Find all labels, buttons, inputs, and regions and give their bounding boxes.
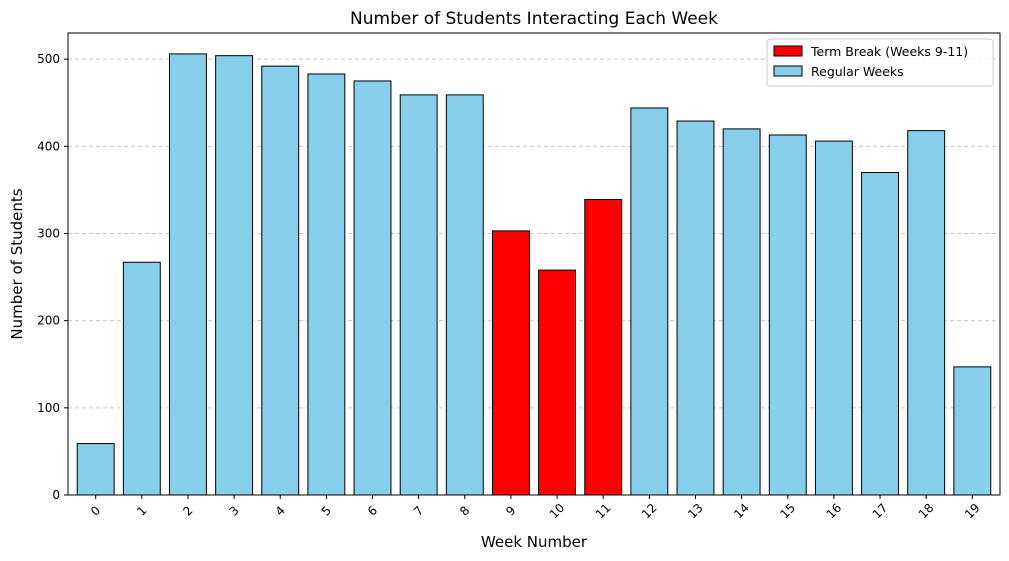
legend-swatch-term-break [773,45,803,57]
plot-frame [67,32,1001,496]
bar-week-7 [399,94,438,496]
x-tick-label: 1 [134,503,149,518]
x-tick-label: 14 [731,501,752,522]
y-tick-label: 0 [52,488,60,502]
x-tick-label: 16 [824,501,845,522]
x-tick-label: 15 [777,501,798,522]
x-tick-label: 6 [365,503,380,518]
bar-week-11 [584,198,623,496]
bar-week-4 [261,65,300,496]
x-tick-label: 8 [457,503,472,518]
x-tick-label: 17 [870,501,891,522]
bar-week-6 [353,80,392,496]
bar-week-16 [814,140,853,496]
chart-title: Number of Students Interacting Each Week [350,9,718,29]
bar-week-3 [215,55,254,496]
x-tick-label: 3 [226,503,241,518]
grid-lines [68,58,1000,409]
bar-week-8 [445,94,484,496]
x-tick-label: 11 [593,501,614,522]
x-tick-label: 5 [319,503,334,518]
legend: Term Break (Weeks 9-11) Regular Weeks [766,38,994,87]
legend-swatch-regular-weeks [773,65,803,77]
legend-label-regular-weeks: Regular Weeks [811,64,904,79]
bar-week-17 [861,171,899,496]
x-tick-label: 10 [547,501,568,522]
y-tick-label: 200 [37,314,60,328]
legend-label-term-break: Term Break (Weeks 9-11) [810,44,968,59]
x-tick-label: 12 [639,501,660,522]
x-tick-label: 19 [962,501,983,522]
bar-week-0 [76,443,115,496]
x-tick-label: 7 [411,503,426,518]
bar-week-12 [630,107,669,496]
x-axis-ticks: 0 1 2 3 4 5 6 7 8 9 10 11 12 13 14 15 16 17 18 19 [88,495,983,521]
bar-week-1 [122,261,161,496]
x-tick-label: 18 [916,501,937,522]
y-tick-label: 300 [37,226,60,240]
legend-box [766,38,994,87]
x-tick-label: 4 [273,503,288,518]
y-axis-label: Number of Students [8,188,26,339]
bar-week-13 [676,120,715,496]
bar-week-2 [169,53,207,496]
bar-week-18 [907,130,946,496]
y-axis-ticks: 0 100 200 300 400 500 [37,52,68,502]
y-tick-label: 500 [37,52,60,66]
x-tick-label: 2 [180,503,195,518]
y-tick-label: 100 [37,401,60,415]
x-tick-label: 13 [685,501,706,522]
bar-week-19 [953,366,992,496]
bar-week-9 [491,230,530,496]
bar-week-10 [538,269,577,496]
bar-week-14 [722,128,761,496]
bar-week-5 [307,73,346,496]
x-tick-label: 9 [503,503,518,518]
bars [76,53,992,496]
x-tick-label: 0 [88,503,103,518]
bar-week-15 [768,134,807,496]
y-tick-label: 400 [37,139,60,153]
x-axis-label: Week Number [481,533,588,551]
